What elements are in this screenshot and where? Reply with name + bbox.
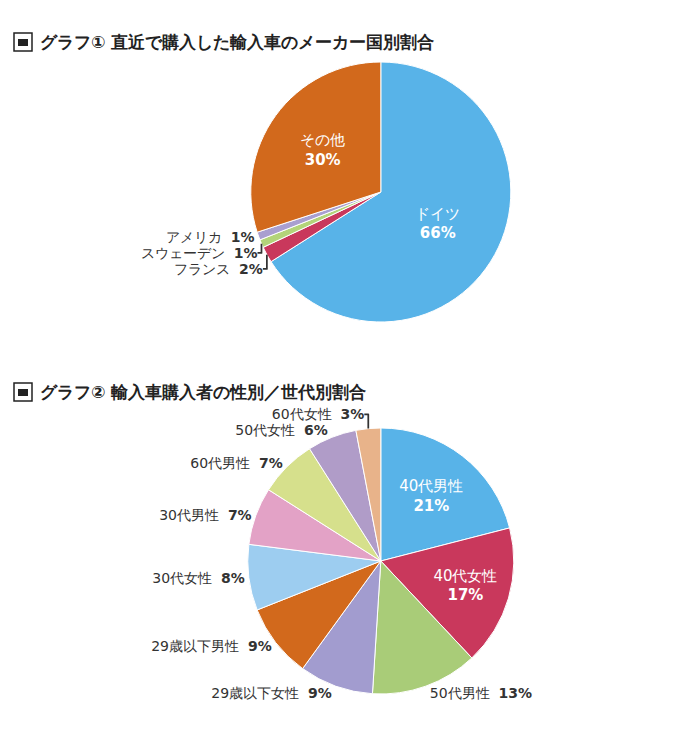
svg-text:50代女性 6%: 50代女性 6% (235, 422, 328, 438)
svg-text:アメリカ 1%: アメリカ 1% (166, 229, 255, 245)
svg-text:ドイツ66%: ドイツ66% (415, 205, 460, 243)
svg-text:40代男性21%: 40代男性21% (399, 477, 463, 515)
svg-text:60代女性 3%: 60代女性 3% (272, 406, 365, 422)
svg-text:グラフ① 直近で購入した輸入車のメーカー国別割合: グラフ① 直近で購入した輸入車のメーカー国別割合 (40, 32, 434, 52)
svg-text:30代男性 7%: 30代男性 7% (159, 507, 252, 523)
svg-text:29歳以下女性 9%: 29歳以下女性 9% (211, 685, 332, 701)
svg-text:その他30%: その他30% (300, 131, 345, 169)
svg-text:40代女性17%: 40代女性17% (433, 567, 497, 605)
svg-text:30代女性 8%: 30代女性 8% (152, 570, 245, 586)
svg-text:60代男性 7%: 60代男性 7% (190, 455, 283, 471)
svg-text:29歳以下男性 9%: 29歳以下男性 9% (151, 638, 272, 654)
svg-text:グラフ② 輸入車購入者の性別／世代別割合: グラフ② 輸入車購入者の性別／世代別割合 (40, 382, 366, 402)
svg-text:スウェーデン 1%: スウェーデン 1% (141, 245, 258, 261)
svg-text:フランス 2%: フランス 2% (174, 261, 263, 277)
svg-text:50代男性 13%: 50代男性 13% (430, 685, 532, 701)
